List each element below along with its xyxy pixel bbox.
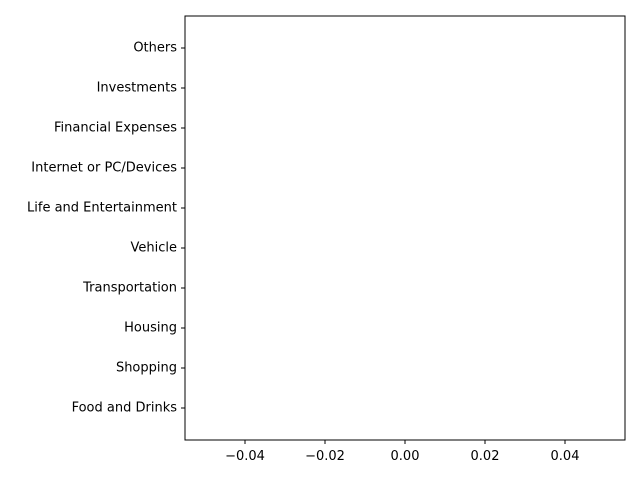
y-tick-label: Vehicle <box>131 241 178 256</box>
y-tick-label: Food and Drinks <box>72 401 178 416</box>
plot-frame <box>184 15 626 441</box>
y-tick-label: Others <box>133 41 177 56</box>
y-tick-label: Life and Entertainment <box>27 201 177 216</box>
x-tick-label: −0.02 <box>305 449 345 464</box>
y-tick-label: Internet or PC/Devices <box>31 161 177 176</box>
y-axis-ticks: Food and Drinks Shopping Housing Transporta… <box>27 41 185 416</box>
y-tick-label: Financial Expenses <box>54 121 177 136</box>
y-tick-label: Shopping <box>116 361 177 376</box>
y-tick-label: Investments <box>97 81 178 96</box>
x-tick-label: 0.02 <box>471 449 500 464</box>
x-tick-label: 0.04 <box>551 449 580 464</box>
plot-background <box>185 16 625 440</box>
x-axis-ticks: −0.04 −0.02 0.00 0.02 0.04 <box>225 440 579 464</box>
x-tick-label: 0.00 <box>391 449 420 464</box>
x-tick-label: −0.04 <box>225 449 265 464</box>
y-tick-label: Housing <box>124 321 177 336</box>
y-tick-label: Transportation <box>82 281 177 296</box>
